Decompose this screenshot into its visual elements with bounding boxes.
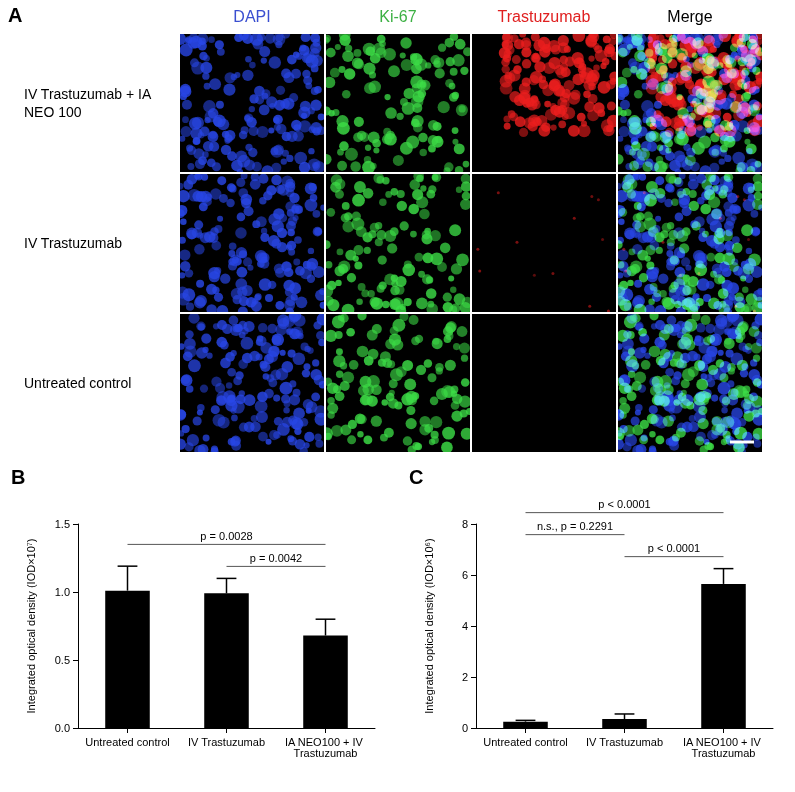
html-text:Merge: Merge bbox=[667, 8, 713, 25]
svg-text:Trastuzumab: Trastuzumab bbox=[692, 747, 756, 759]
svg-text:0.0: 0.0 bbox=[55, 722, 70, 734]
html-text:IV Trastuzumab + IA NEO 100: IV Trastuzumab + IA NEO 100 bbox=[24, 85, 151, 120]
svg-text:p = 0.0042: p = 0.0042 bbox=[250, 552, 302, 564]
svg-text:IV Trastuzumab: IV Trastuzumab bbox=[586, 736, 663, 748]
svg-text:p = 0.0028: p = 0.0028 bbox=[200, 530, 252, 542]
html-text:IV Trastuzumab: IV Trastuzumab bbox=[24, 234, 122, 251]
svg-text:Trastuzumab: Trastuzumab bbox=[294, 747, 358, 759]
html-text:A: A bbox=[8, 4, 23, 26]
svg-text:4: 4 bbox=[462, 620, 468, 632]
svg-text:6: 6 bbox=[462, 569, 468, 581]
svg-text:p < 0.0001: p < 0.0001 bbox=[598, 498, 650, 510]
svg-text:Untreated control: Untreated control bbox=[85, 736, 169, 748]
svg-text:p < 0.0001: p < 0.0001 bbox=[648, 542, 700, 554]
svg-text:0: 0 bbox=[462, 722, 468, 734]
svg-text:IA NEO100 + IV: IA NEO100 + IV bbox=[285, 735, 366, 748]
svg-text:IV Trastuzumab: IV Trastuzumab bbox=[188, 736, 265, 748]
svg-text:0.5: 0.5 bbox=[55, 654, 70, 666]
html-text:Untreated control: Untreated control bbox=[24, 374, 132, 391]
svg-text:n.s., p = 0.2291: n.s., p = 0.2291 bbox=[537, 520, 613, 532]
svg-text:1.5: 1.5 bbox=[55, 518, 70, 530]
svg-text:2: 2 bbox=[462, 671, 468, 683]
svg-text:Integrated optical density (IO: Integrated optical density (IOD×10⁷) bbox=[25, 539, 37, 714]
svg-text:8: 8 bbox=[462, 518, 468, 530]
svg-text:C: C bbox=[409, 466, 423, 488]
svg-text:1.0: 1.0 bbox=[55, 586, 70, 598]
svg-text:B: B bbox=[11, 466, 25, 488]
html-text:DAPI: DAPI bbox=[233, 8, 271, 25]
html-text:Trastuzumab: Trastuzumab bbox=[497, 8, 591, 25]
html-text:Ki-67: Ki-67 bbox=[379, 8, 417, 25]
svg-text:Untreated control: Untreated control bbox=[483, 736, 567, 748]
svg-text:Integrated optical density (IO: Integrated optical density (IOD×10⁶) bbox=[423, 538, 435, 713]
svg-text:IA NEO100 + IV: IA NEO100 + IV bbox=[683, 735, 764, 748]
